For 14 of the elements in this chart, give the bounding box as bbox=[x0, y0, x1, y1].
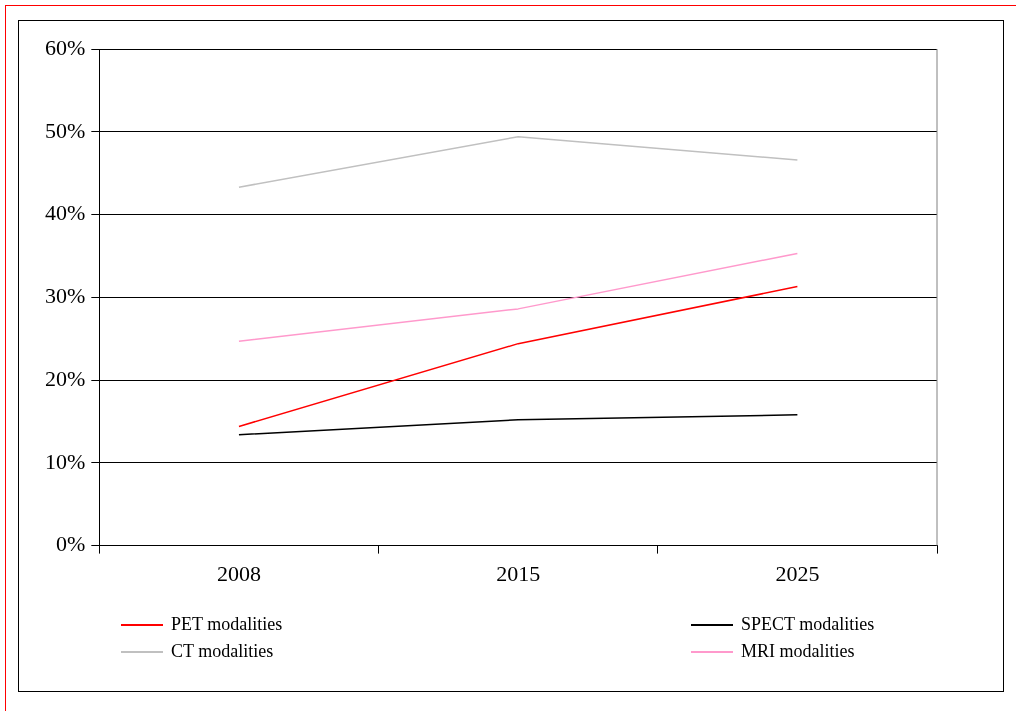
legend-label: MRI modalities bbox=[741, 641, 855, 662]
y-tick-label: 30% bbox=[45, 283, 86, 309]
x-tick-label: 2015 bbox=[496, 560, 541, 586]
y-tick-label: 20% bbox=[45, 365, 86, 391]
y-tick-label: 40% bbox=[45, 200, 86, 226]
y-tick-label: 10% bbox=[45, 448, 86, 474]
y-tick-label: 60% bbox=[45, 34, 86, 60]
x-tick-label: 2025 bbox=[775, 560, 820, 586]
legend-label: SPECT modalities bbox=[741, 614, 875, 635]
legend-label: CT modalities bbox=[171, 641, 274, 662]
x-tick-label: 2008 bbox=[216, 560, 261, 586]
y-tick-label: 0% bbox=[56, 531, 86, 557]
legend-label: PET modalities bbox=[171, 614, 283, 635]
y-tick-label: 50% bbox=[45, 117, 86, 143]
